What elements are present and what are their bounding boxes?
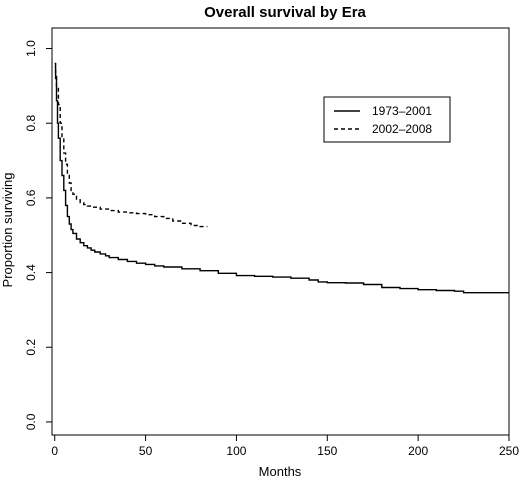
x-tick-label: 50 <box>139 444 153 458</box>
y-tick-label: 0.4 <box>24 264 38 281</box>
x-tick-label: 100 <box>226 444 246 458</box>
legend-box <box>323 96 451 143</box>
x-tick-label: 250 <box>499 444 519 458</box>
plot-area-frame <box>51 27 510 436</box>
x-tick-label: 150 <box>317 444 337 458</box>
x-axis-label: Months <box>259 464 302 479</box>
series-line-2 <box>54 62 208 228</box>
series-layer <box>54 62 509 294</box>
x-tick-label: 0 <box>51 444 58 458</box>
chart-title: Overall survival by Era <box>204 4 366 21</box>
y-axis-label: Proportion surviving <box>0 173 15 288</box>
y-axis: 0.0 0.2 0.4 0.6 0.8 1.0 <box>24 40 52 430</box>
legend-label-2: 2002–2008 <box>372 122 432 136</box>
y-tick-label: 0.0 <box>24 413 38 430</box>
legend-label-1: 1973–2001 <box>372 104 432 118</box>
y-tick-label: 0.8 <box>24 115 38 132</box>
legend: 1973–2001 2002–2008 <box>323 96 451 143</box>
y-tick-label: 1.0 <box>24 40 38 57</box>
y-tick-label: 0.6 <box>24 189 38 206</box>
y-tick-label: 0.2 <box>24 339 38 356</box>
series-line-1 <box>54 66 509 294</box>
x-axis: 0 50 100 150 200 250 <box>51 435 519 458</box>
x-tick-label: 200 <box>408 444 428 458</box>
